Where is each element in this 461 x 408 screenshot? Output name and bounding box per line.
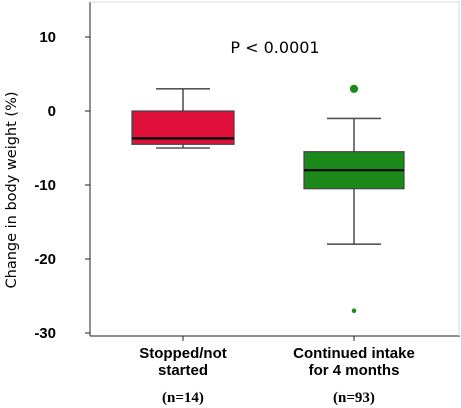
p-value-annotation: P < 0.0001 <box>230 38 319 57</box>
x-category-label: Stopped/not <box>139 345 226 362</box>
y-tick-label: -30 <box>34 325 56 342</box>
y-tick-label: 0 <box>48 103 56 120</box>
x-category-label: Continued intake <box>293 345 415 362</box>
outlier-point <box>351 308 357 314</box>
y-tick-label: -20 <box>34 251 56 268</box>
x-category-label: started <box>158 362 208 379</box>
sample-size-label: (n=93) <box>333 390 375 406</box>
y-tick-label: -10 <box>34 177 56 194</box>
sample-size-label: (n=14) <box>162 390 204 406</box>
outlier-point <box>349 84 359 93</box>
y-tick-label: 10 <box>39 29 56 46</box>
y-axis-title: Change in body weight (%) <box>4 91 20 288</box>
x-category-label: for 4 months <box>309 362 400 379</box>
